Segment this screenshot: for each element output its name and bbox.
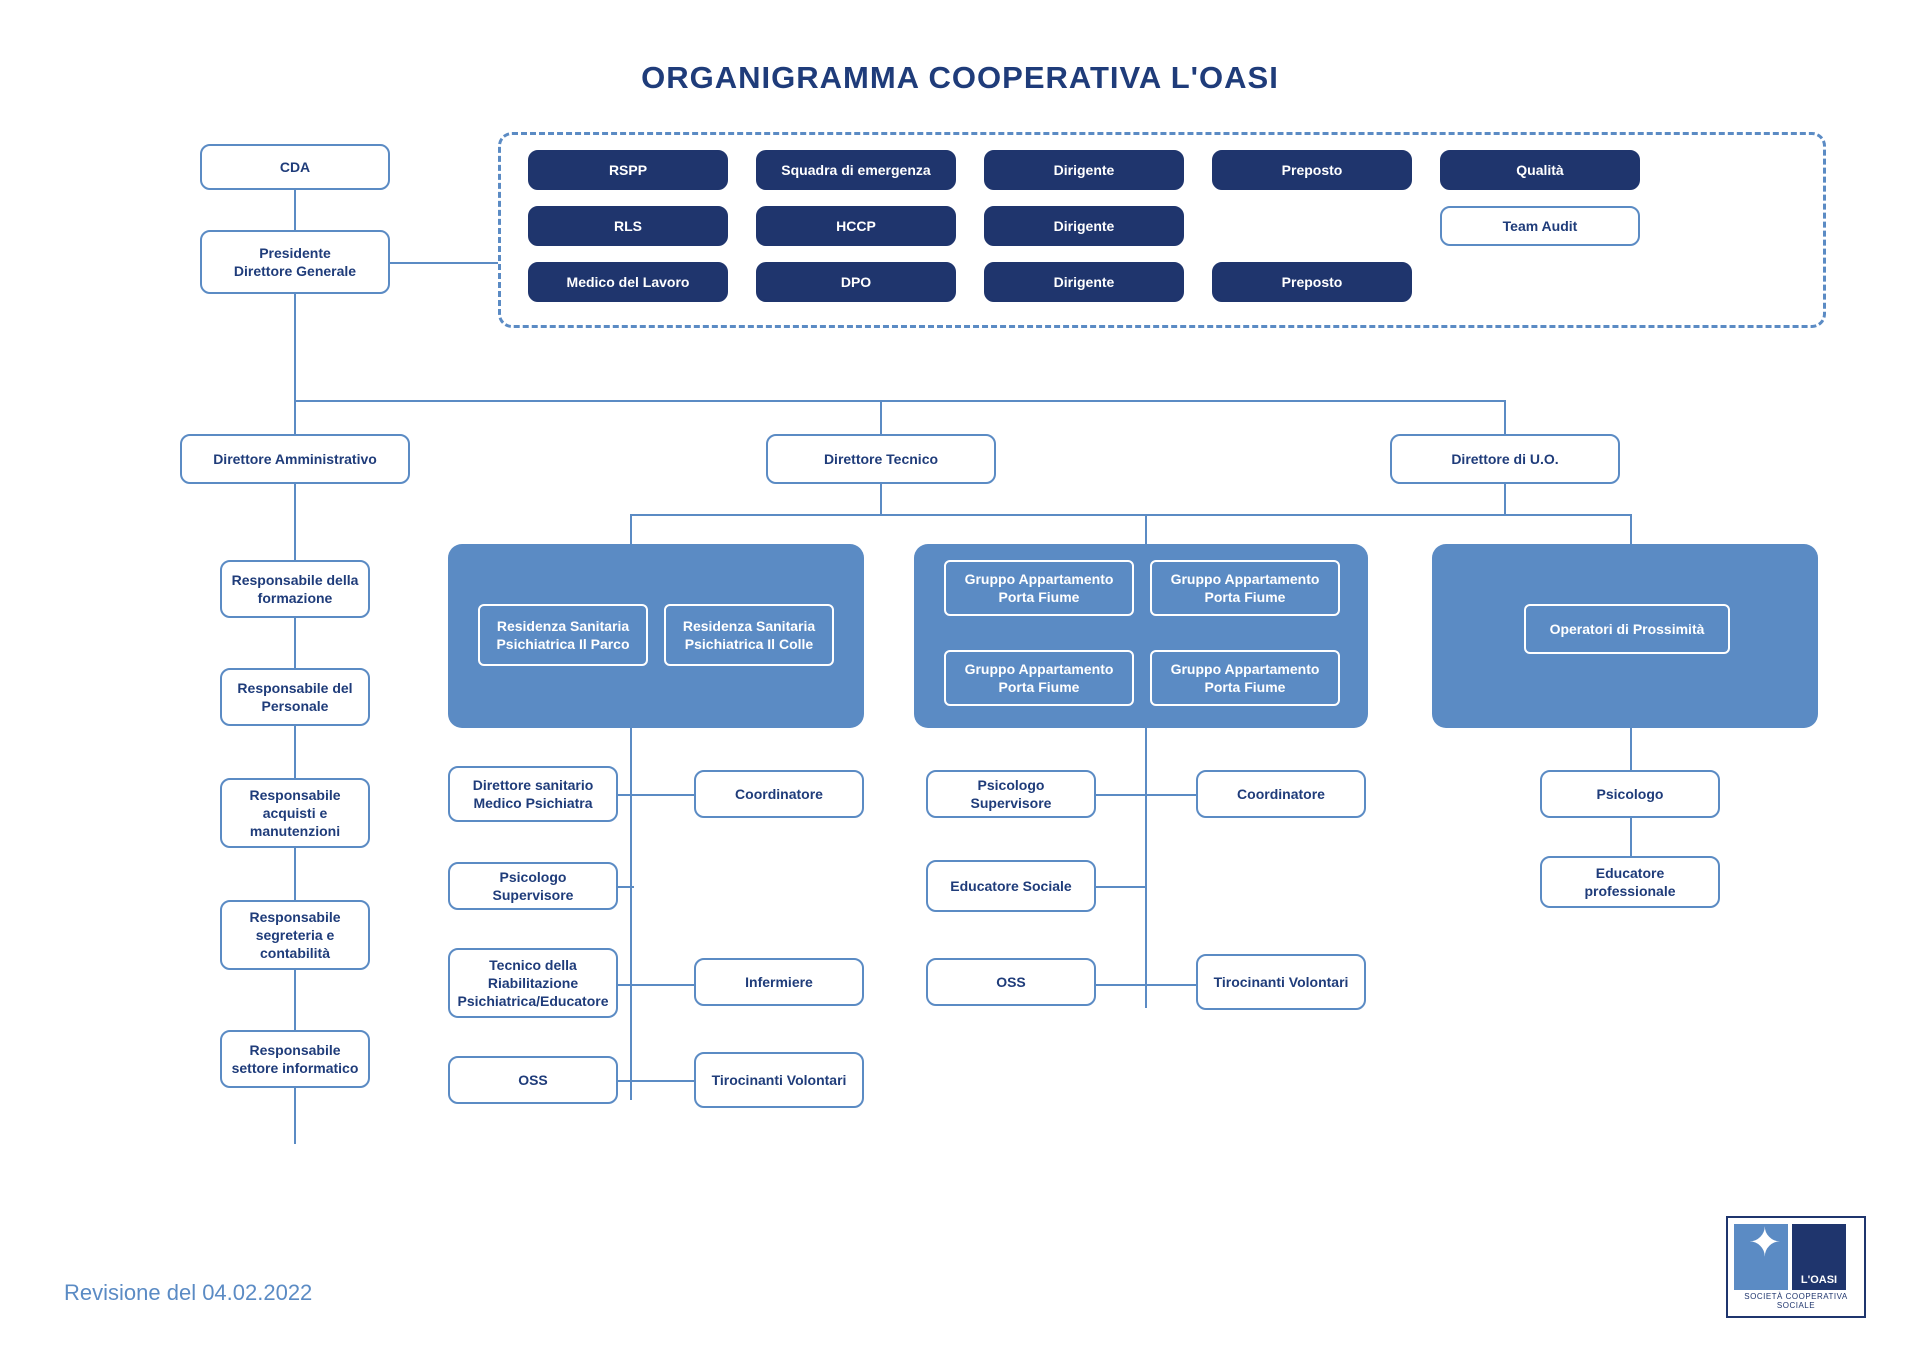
tecnico-right-item: Coordinatore: [694, 770, 864, 818]
admin-chain-item: Responsabile del Personale: [220, 668, 370, 726]
connector: [880, 400, 882, 434]
connector: [630, 514, 1630, 516]
panel-item: Residenza Sanitaria Psichiatrica Il Coll…: [664, 604, 834, 666]
panel-item: Gruppo Appartamento Porta Fiume: [1150, 650, 1340, 706]
dashed-item: RSPP: [528, 150, 728, 190]
panel-item: Gruppo Appartamento Porta Fiume: [944, 560, 1134, 616]
gruppo-left-item: OSS: [926, 958, 1096, 1006]
dashed-item: DPO: [756, 262, 956, 302]
connector: [294, 400, 1504, 402]
connector: [390, 262, 498, 264]
admin-chain-item: Responsabile acquisti e manutenzioni: [220, 778, 370, 848]
connector: [1504, 400, 1506, 434]
connector: [630, 514, 632, 544]
dashed-item: Qualità: [1440, 150, 1640, 190]
dashed-item-team-audit: Team Audit: [1440, 206, 1640, 246]
gruppo-left-item: Educatore Sociale: [926, 860, 1096, 912]
dashed-item: Dirigente: [984, 262, 1184, 302]
connector: [1145, 728, 1147, 1008]
logo: ✦ L'OASI SOCIETÀ COOPERATIVA SOCIALE: [1726, 1216, 1866, 1318]
box-presidente: Presidente Direttore Generale: [200, 230, 390, 294]
tecnico-left-item: OSS: [448, 1056, 618, 1104]
tecnico-left-item: Tecnico della Riabilitazione Psichiatric…: [448, 948, 618, 1018]
logo-subtitle: SOCIETÀ COOPERATIVA SOCIALE: [1734, 1292, 1858, 1310]
connector: [1145, 514, 1147, 544]
dashed-item: Dirigente: [984, 150, 1184, 190]
uo-chain-item: Educatore professionale: [1540, 856, 1720, 908]
footer-revision: Revisione del 04.02.2022: [64, 1280, 312, 1306]
dashed-item: HCCP: [756, 206, 956, 246]
admin-chain-item: Responsabile settore informatico: [220, 1030, 370, 1088]
connector: [294, 190, 296, 230]
uo-chain-item: Psicologo: [1540, 770, 1720, 818]
admin-chain-item: Responsabile della formazione: [220, 560, 370, 618]
box-direttore-tecnico: Direttore Tecnico: [766, 434, 996, 484]
dashed-item: Squadra di emergenza: [756, 150, 956, 190]
gruppo-left-item: Psicologo Supervisore: [926, 770, 1096, 818]
box-direttore-amministrativo: Direttore Amministrativo: [180, 434, 410, 484]
tecnico-left-item: Direttore sanitario Medico Psichiatra: [448, 766, 618, 822]
connector: [1630, 514, 1632, 544]
panel-item: Gruppo Appartamento Porta Fiume: [1150, 560, 1340, 616]
connector: [1096, 984, 1196, 986]
dashed-item: Preposto: [1212, 150, 1412, 190]
connector: [630, 728, 632, 1100]
box-direttore-uo: Direttore di U.O.: [1390, 434, 1620, 484]
dashed-item: RLS: [528, 206, 728, 246]
connector: [1504, 484, 1506, 514]
connector: [1096, 886, 1146, 888]
panel-item: Gruppo Appartamento Porta Fiume: [944, 650, 1134, 706]
connector: [294, 294, 296, 400]
box-cda: CDA: [200, 144, 390, 190]
gruppo-right-item: Tirocinanti Volontari: [1196, 954, 1366, 1010]
dashed-item: Preposto: [1212, 262, 1412, 302]
dashed-item: Medico del Lavoro: [528, 262, 728, 302]
panel-item: Operatori di Prossimità: [1524, 604, 1730, 654]
gruppo-right-item: Coordinatore: [1196, 770, 1366, 818]
logo-text: L'OASI: [1792, 1224, 1846, 1290]
dashed-item: Dirigente: [984, 206, 1184, 246]
tecnico-right-item: Infermiere: [694, 958, 864, 1006]
tecnico-left-item: Psicologo Supervisore: [448, 862, 618, 910]
connector: [1096, 794, 1196, 796]
connector: [294, 400, 296, 434]
page-title: ORGANIGRAMMA COOPERATIVA L'OASI: [0, 0, 1920, 116]
panel-item: Residenza Sanitaria Psichiatrica Il Parc…: [478, 604, 648, 666]
connector: [880, 484, 882, 514]
admin-chain-item: Responsabile segreteria e contabilità: [220, 900, 370, 970]
tecnico-right-item: Tirocinanti Volontari: [694, 1052, 864, 1108]
